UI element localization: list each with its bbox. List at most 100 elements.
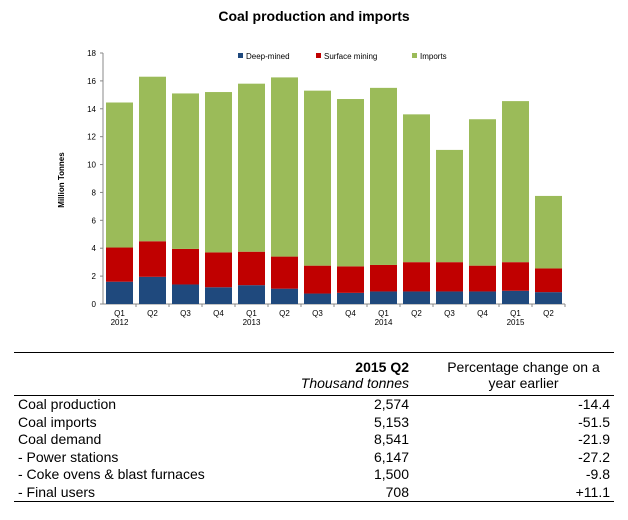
x-tick-label: Q2	[279, 309, 290, 318]
x-tick-year: 2014	[375, 318, 393, 327]
legend-swatch	[412, 53, 417, 58]
x-tick-label: Q4	[213, 309, 224, 318]
x-tick-label: Q1	[246, 309, 257, 318]
row-value: 708	[249, 483, 413, 502]
bar-imports	[436, 149, 463, 263]
bar-deep-mined	[304, 293, 331, 304]
row-change: -51.5	[578, 413, 610, 430]
bar-deep-mined	[469, 291, 496, 304]
y-tick-label: 4	[92, 244, 97, 253]
bar-surface-mining	[304, 265, 331, 294]
y-tick-label: 0	[92, 300, 97, 309]
x-tick-label: Q3	[444, 309, 455, 318]
bar-deep-mined	[535, 292, 562, 304]
row-value: 5,153	[373, 413, 409, 430]
y-tick-label: 16	[87, 77, 96, 86]
bar-surface-mining	[106, 247, 133, 282]
legend-swatch	[316, 53, 321, 58]
table-row: Coal imports 5,153 -51.5	[14, 414, 614, 432]
x-tick-label: Q1	[378, 309, 389, 318]
bar-imports	[370, 87, 397, 265]
x-tick-label: Q2	[147, 309, 158, 318]
bar-deep-mined	[205, 287, 232, 304]
bar-surface-mining	[337, 266, 364, 293]
table-row: - Power stations 6,147 -27.2	[14, 449, 614, 467]
x-tick-label: Q1	[114, 309, 125, 318]
bar-imports	[502, 101, 529, 263]
y-tick-label: 8	[92, 188, 97, 197]
y-tick-label: 18	[87, 49, 96, 58]
table-row: Coal demand 8,541 -21.9	[14, 431, 614, 449]
bar-surface-mining	[535, 268, 562, 293]
bar-imports	[469, 119, 496, 266]
row-label: - Power stations	[18, 448, 119, 465]
y-tick-label: 14	[87, 105, 96, 114]
bar-surface-mining	[238, 251, 265, 286]
row-value: 8,541	[373, 431, 409, 448]
row-change: -14.4	[413, 395, 614, 414]
row-value: 6,147	[373, 448, 409, 465]
bar-imports	[337, 99, 364, 267]
row-change: -21.9	[578, 431, 610, 448]
bar-surface-mining	[271, 256, 298, 289]
col3-header: Percentage change on a year earlier	[447, 359, 600, 391]
bar-deep-mined	[271, 288, 298, 304]
legend-label: Deep-mined	[246, 52, 290, 61]
row-label: - Final users	[14, 483, 249, 502]
row-change: +11.1	[413, 483, 614, 502]
row-value: 1,500	[373, 466, 409, 483]
y-axis-label: Million Tonnes	[57, 152, 66, 208]
bar-surface-mining	[502, 262, 529, 291]
row-label: Coal demand	[18, 431, 102, 448]
bar-imports	[535, 195, 562, 269]
bar-imports	[172, 93, 199, 249]
table-header-row: 2015 Q2 Thousand tonnes Percentage chang…	[14, 352, 614, 396]
y-tick-label: 6	[92, 216, 97, 225]
bar-imports	[403, 114, 430, 263]
bar-surface-mining	[469, 265, 496, 292]
x-tick-label: Q1	[510, 309, 521, 318]
bar-surface-mining	[139, 241, 166, 277]
bar-deep-mined	[139, 276, 166, 304]
y-tick-label: 10	[87, 161, 96, 170]
table-row: - Final users 708 +11.1	[14, 483, 614, 502]
legend-label: Surface mining	[324, 52, 377, 61]
x-tick-label: Q3	[312, 309, 323, 318]
bar-imports	[271, 77, 298, 257]
legend-label: Imports	[420, 52, 447, 61]
col2-header: 2015 Q2	[355, 359, 409, 375]
bar-deep-mined	[403, 291, 430, 304]
bar-deep-mined	[337, 292, 364, 304]
y-tick-label: 12	[87, 133, 96, 142]
bar-imports	[139, 76, 166, 242]
x-tick-year: 2013	[243, 318, 261, 327]
bar-imports	[106, 102, 133, 248]
x-tick-label: Q2	[411, 309, 422, 318]
row-label: - Coke ovens & blast furnaces	[18, 466, 205, 483]
x-tick-year: 2015	[507, 318, 525, 327]
row-change: -9.8	[585, 466, 610, 483]
row-value: 2,574	[249, 395, 413, 414]
bar-deep-mined	[172, 284, 199, 304]
bar-surface-mining	[205, 252, 232, 288]
bar-deep-mined	[436, 291, 463, 304]
bar-surface-mining	[172, 248, 199, 285]
bar-surface-mining	[436, 262, 463, 292]
col2-subheader: Thousand tonnes	[300, 375, 409, 391]
chart-title: Coal production and imports	[218, 8, 410, 24]
row-label: Coal production	[14, 395, 249, 414]
x-tick-label: Q3	[180, 309, 191, 318]
x-tick-label: Q4	[345, 309, 356, 318]
table-row: - Coke ovens & blast furnaces 1,500 -9.8	[14, 466, 614, 484]
x-tick-label: Q4	[477, 309, 488, 318]
table-row: Coal production 2,574 -14.4	[14, 395, 614, 414]
x-tick-label: Q2	[543, 309, 554, 318]
bar-imports	[238, 83, 265, 252]
x-tick-year: 2012	[111, 318, 129, 327]
bar-deep-mined	[106, 281, 133, 304]
row-label: Coal imports	[18, 413, 97, 430]
bar-deep-mined	[238, 285, 265, 304]
bar-deep-mined	[502, 290, 529, 304]
